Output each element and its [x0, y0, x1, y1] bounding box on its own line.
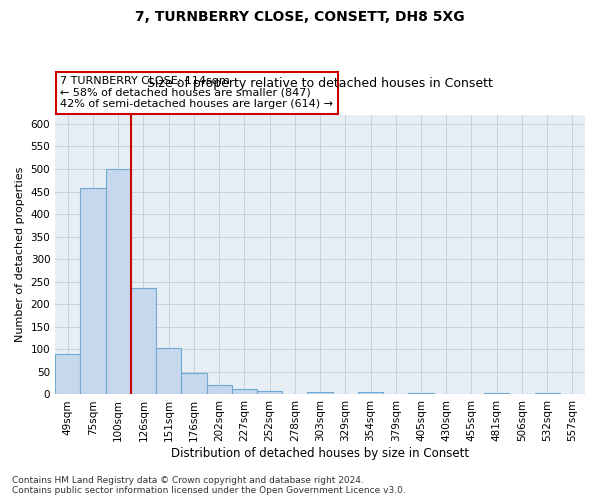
Bar [156, 348, 181, 395]
Bar [206, 386, 232, 394]
Bar [484, 393, 509, 394]
Bar [358, 392, 383, 394]
Bar [535, 393, 560, 394]
Text: 7 TURNBERRY CLOSE: 114sqm
← 58% of detached houses are smaller (847)
42% of semi: 7 TURNBERRY CLOSE: 114sqm ← 58% of detac… [61, 76, 334, 110]
Bar [131, 288, 156, 395]
Bar [409, 393, 434, 394]
Text: Contains HM Land Registry data © Crown copyright and database right 2024.
Contai: Contains HM Land Registry data © Crown c… [12, 476, 406, 495]
X-axis label: Distribution of detached houses by size in Consett: Distribution of detached houses by size … [171, 447, 469, 460]
Bar [307, 392, 332, 394]
Bar [257, 391, 282, 394]
Bar [181, 374, 206, 394]
Text: 7, TURNBERRY CLOSE, CONSETT, DH8 5XG: 7, TURNBERRY CLOSE, CONSETT, DH8 5XG [135, 10, 465, 24]
Bar [80, 188, 106, 394]
Bar [55, 354, 80, 395]
Bar [106, 169, 131, 394]
Y-axis label: Number of detached properties: Number of detached properties [15, 167, 25, 342]
Bar [232, 388, 257, 394]
Title: Size of property relative to detached houses in Consett: Size of property relative to detached ho… [147, 77, 493, 90]
